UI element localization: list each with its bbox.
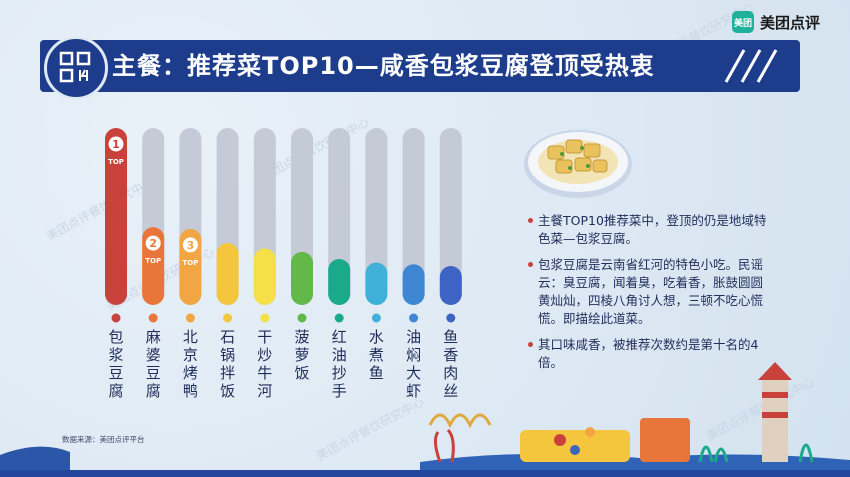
page-title: 主餐：推荐菜TOP10—咸香包浆豆腐登顶受热衷 — [112, 52, 655, 80]
category-label-char: 牛 — [257, 364, 272, 382]
category-label-char: 炒 — [257, 346, 272, 364]
category-label-char: 油 — [332, 346, 347, 364]
category-label-char: 豆 — [108, 364, 123, 382]
rank-number: 2 — [149, 237, 157, 250]
category-label-char: 北 — [183, 328, 198, 346]
brand-icon: 美团 — [731, 11, 754, 33]
rank-number: 1 — [112, 138, 120, 151]
category-label-char: 河 — [257, 382, 272, 400]
bar-菠萝饭 — [291, 251, 313, 305]
category-dot — [334, 313, 344, 323]
category-label-char: 虾 — [406, 382, 421, 400]
note-item: 包浆豆腐是云南省红河的特色小吃。民谣云：臭豆腐，闻着臭，吃着香，胀鼓圆圆黄灿灿，… — [528, 256, 768, 328]
title-bar — [40, 40, 800, 92]
brand-logo: 美团 美团点评 — [731, 10, 820, 34]
note-item: 主餐TOP10推荐菜中，登顶的仍是地域特色菜—包浆豆腐。 — [528, 212, 768, 248]
category-label-char: 抄 — [332, 364, 347, 382]
notes-panel: 主餐TOP10推荐菜中，登顶的仍是地域特色菜—包浆豆腐。 包浆豆腐是云南省红河的… — [528, 212, 768, 380]
category-dot — [148, 313, 158, 323]
bar-包浆豆腐 — [105, 128, 127, 305]
rank-badge — [108, 136, 124, 152]
category-label-char: 石 — [220, 328, 235, 346]
category-label-char: 浆 — [108, 346, 123, 364]
category-dot — [297, 313, 307, 323]
category-label-char: 饭 — [220, 382, 235, 400]
category-label-char: 鱼 — [443, 328, 458, 346]
category-label-char: 烤 — [183, 364, 198, 382]
category-label-char: 锅 — [220, 346, 235, 364]
category-label-char: 婆 — [146, 346, 161, 364]
category-dot — [260, 313, 270, 323]
category-label-char: 包 — [108, 328, 123, 346]
category-label-char: 鱼 — [369, 364, 384, 382]
category-dot — [446, 313, 456, 323]
category-label-char: 腐 — [146, 382, 161, 400]
category-label-char: 京 — [183, 346, 198, 364]
bar-水煮鱼 — [365, 262, 388, 305]
category-label-char: 豆 — [146, 364, 161, 382]
bar-track — [365, 128, 388, 305]
rank-top-label: TOP — [145, 257, 161, 265]
category-dot — [223, 313, 233, 323]
bar-红油抄手 — [328, 258, 351, 305]
category-dot — [185, 313, 195, 323]
category-label-char: 香 — [443, 346, 458, 364]
category-label-char: 饭 — [294, 364, 309, 382]
section-icon — [44, 36, 108, 100]
rank-top-label: TOP — [182, 259, 198, 267]
rank-badge — [182, 237, 198, 253]
bar-track — [402, 128, 425, 305]
category-label-char: 拌 — [220, 364, 235, 382]
tofu-dish-illustration — [524, 130, 632, 198]
rank-number: 3 — [187, 239, 195, 252]
bar-track — [439, 128, 462, 305]
category-label-char: 大 — [406, 364, 421, 382]
bar-鱼香肉丝 — [439, 266, 462, 305]
category-label-char: 丝 — [443, 382, 458, 400]
rank-top-label: TOP — [108, 158, 124, 166]
category-label-char: 油 — [406, 328, 421, 346]
category-label-char: 麻 — [146, 328, 161, 346]
category-label-char: 红 — [332, 328, 347, 346]
category-label-char: 干 — [257, 328, 272, 346]
bar-石锅拌饭 — [216, 243, 239, 305]
rank-badge — [145, 235, 161, 251]
category-label-char: 菠 — [294, 328, 309, 346]
data-source: 数据来源：美团点评平台 — [62, 435, 145, 444]
category-dot — [371, 313, 381, 323]
bar-油焖大虾 — [402, 264, 425, 305]
note-item: 其口味咸香，被推荐次数约是第十名的4倍。 — [528, 336, 768, 372]
stripes-decoration — [724, 49, 778, 83]
brand-name: 美团点评 — [759, 13, 820, 32]
bar-干炒牛河 — [253, 248, 276, 305]
category-label-char: 水 — [369, 328, 384, 346]
category-label-char: 萝 — [294, 346, 309, 364]
category-label-char: 焖 — [406, 346, 421, 364]
category-label-char: 肉 — [443, 364, 458, 382]
category-label-char: 煮 — [369, 346, 384, 364]
category-label-char: 鸭 — [183, 382, 198, 400]
category-dot — [111, 313, 121, 323]
category-label-char: 手 — [332, 382, 347, 400]
category-dot — [409, 313, 419, 323]
category-label-char: 腐 — [108, 382, 123, 400]
